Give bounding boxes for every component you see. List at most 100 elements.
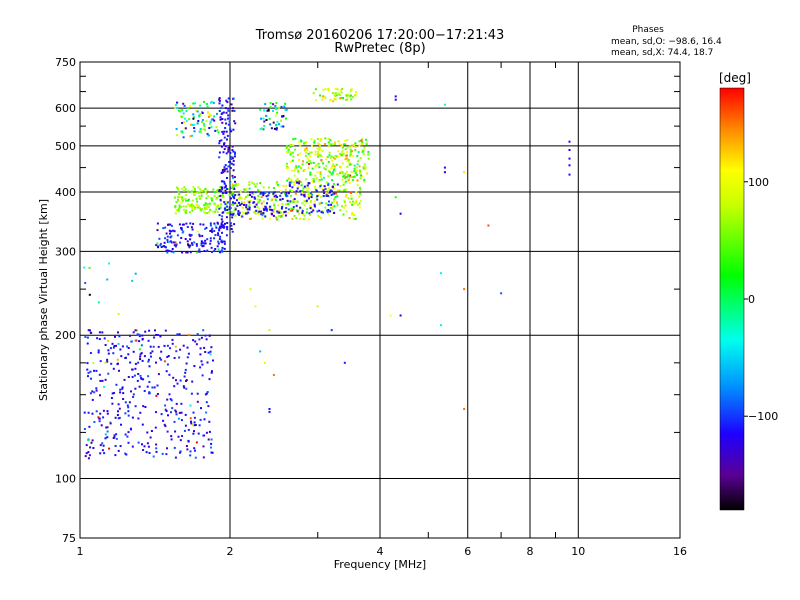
data-point <box>348 163 351 166</box>
data-point <box>190 420 192 423</box>
data-point <box>91 398 94 401</box>
data-point <box>262 128 265 131</box>
data-point <box>238 211 241 214</box>
data-point <box>186 240 189 243</box>
data-point <box>271 213 274 216</box>
data-point <box>251 191 254 194</box>
plot-frame <box>79 61 681 539</box>
colorbar <box>719 87 745 511</box>
y-axis-label: Stationary phase Virtual Height [km] <box>37 199 50 401</box>
data-point <box>203 204 206 207</box>
data-point <box>342 189 345 192</box>
data-point <box>222 111 225 114</box>
data-point <box>98 331 101 334</box>
data-point <box>284 188 287 191</box>
data-point <box>192 186 195 189</box>
data-point <box>218 207 221 210</box>
data-point <box>314 153 317 156</box>
y-tick-label: 600 <box>55 102 76 115</box>
data-point <box>343 206 346 209</box>
data-point <box>265 119 268 121</box>
data-point <box>218 99 221 102</box>
data-point <box>262 200 265 203</box>
data-point <box>194 102 197 105</box>
data-point <box>270 127 273 130</box>
data-point <box>201 110 204 113</box>
data-point <box>353 214 355 216</box>
data-point <box>196 333 199 336</box>
data-point <box>331 92 334 95</box>
data-point <box>220 218 223 221</box>
data-point <box>117 449 120 452</box>
data-point <box>223 207 226 210</box>
data-point <box>209 242 212 245</box>
data-point <box>224 127 227 129</box>
data-point <box>344 172 347 175</box>
data-point <box>184 413 187 416</box>
data-point <box>198 338 201 341</box>
data-point <box>361 143 363 146</box>
data-point <box>227 109 230 112</box>
data-point <box>297 170 300 173</box>
data-point <box>117 313 120 316</box>
data-point <box>345 154 348 157</box>
data-point <box>166 363 169 366</box>
data-point <box>185 251 188 254</box>
data-point <box>344 195 347 198</box>
data-point <box>360 139 363 142</box>
data-point <box>180 187 183 190</box>
data-point <box>283 211 286 213</box>
data-point <box>177 198 179 201</box>
data-point <box>289 143 292 146</box>
data-point <box>216 129 219 132</box>
data-point <box>327 144 330 147</box>
data-point <box>131 368 134 371</box>
data-point <box>160 413 163 416</box>
data-point <box>333 192 336 195</box>
data-point <box>308 218 311 221</box>
data-point <box>224 222 226 225</box>
data-point <box>342 175 345 178</box>
data-point <box>132 350 135 353</box>
data-point <box>275 102 278 105</box>
data-point <box>204 227 207 230</box>
data-point <box>220 249 223 252</box>
data-point <box>197 432 200 435</box>
data-point <box>292 138 295 141</box>
data-point <box>356 169 359 172</box>
data-point <box>123 378 126 381</box>
data-point <box>93 391 96 394</box>
data-point <box>275 216 278 219</box>
data-point <box>169 223 172 226</box>
data-point <box>327 183 330 186</box>
data-point <box>248 206 251 209</box>
data-point <box>165 232 168 235</box>
data-point <box>208 420 211 423</box>
data-point <box>106 430 109 433</box>
data-point <box>110 397 113 399</box>
data-point <box>107 352 110 355</box>
data-point <box>191 206 194 209</box>
data-point <box>295 165 298 167</box>
data-point <box>310 162 313 165</box>
data-point <box>207 195 210 198</box>
data-point <box>142 449 145 451</box>
data-point <box>219 116 222 119</box>
data-point <box>117 410 119 413</box>
data-point <box>113 392 115 394</box>
data-point <box>91 412 94 415</box>
data-point <box>278 209 281 212</box>
data-point <box>227 114 230 117</box>
data-point <box>234 152 236 155</box>
data-point <box>317 162 320 165</box>
data-point <box>292 201 295 203</box>
data-point <box>188 118 191 121</box>
data-point <box>254 205 256 208</box>
data-point <box>348 145 351 148</box>
data-point <box>157 345 160 348</box>
data-point <box>227 123 230 126</box>
data-point <box>344 175 347 178</box>
data-point <box>137 361 140 364</box>
data-point <box>361 138 364 141</box>
data-point <box>260 213 263 216</box>
